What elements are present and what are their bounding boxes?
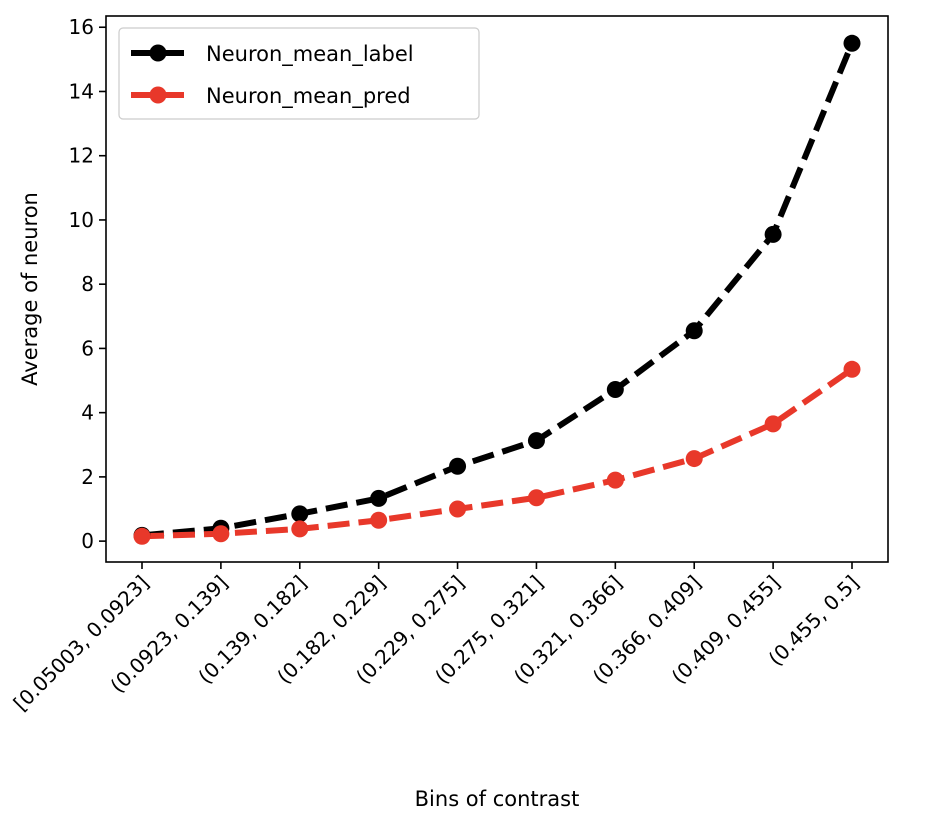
legend-box xyxy=(118,27,480,120)
series-0-point xyxy=(764,225,782,243)
x-axis-label: Bins of contrast xyxy=(415,787,580,811)
series-1-point xyxy=(449,500,467,518)
series-1-point xyxy=(212,525,230,543)
series-0-point xyxy=(843,34,861,52)
y-tick-label: 0 xyxy=(81,529,94,553)
x-tick-label: [0.05003, 0.0923] xyxy=(9,571,154,716)
y-tick-label: 4 xyxy=(81,401,94,425)
legend: Neuron_mean_label Neuron_mean_pred xyxy=(118,27,480,120)
series-1-point xyxy=(843,360,861,378)
series-1-point xyxy=(370,511,388,529)
series-1-point xyxy=(527,489,545,507)
series-1-point xyxy=(685,450,703,468)
legend-label-0: Neuron_mean_label xyxy=(206,42,414,67)
series-0-point xyxy=(291,505,309,523)
y-tick-label: 12 xyxy=(69,144,94,168)
x-axis: [0.05003, 0.0923](0.0923, 0.139](0.139, … xyxy=(9,562,864,716)
series-1-point xyxy=(764,415,782,433)
series-0-point xyxy=(449,457,467,475)
y-axis: 0 2 4 6 8 10 12 14 16 xyxy=(69,15,106,553)
legend-marker-1 xyxy=(149,86,167,104)
y-tick-label: 10 xyxy=(69,208,94,232)
y-tick-label: 8 xyxy=(81,272,94,296)
y-tick-label: 6 xyxy=(81,336,94,360)
legend-marker-0 xyxy=(149,44,167,62)
series-layer xyxy=(133,34,861,545)
y-tick-label: 14 xyxy=(69,79,94,103)
series-1-point xyxy=(133,527,151,545)
y-axis-label: Average of neuron xyxy=(18,192,42,386)
y-tick-label: 16 xyxy=(69,15,94,39)
series-0-point xyxy=(527,432,545,450)
series-0-point xyxy=(606,381,624,399)
series-1-point xyxy=(291,520,309,538)
y-tick-label: 2 xyxy=(81,465,94,489)
legend-label-1: Neuron_mean_pred xyxy=(206,84,411,109)
series-1-point xyxy=(606,471,624,489)
series-line-1 xyxy=(141,366,854,540)
series-0-point xyxy=(685,322,703,340)
series-0-point xyxy=(370,489,388,507)
series-line-0 xyxy=(141,42,855,539)
